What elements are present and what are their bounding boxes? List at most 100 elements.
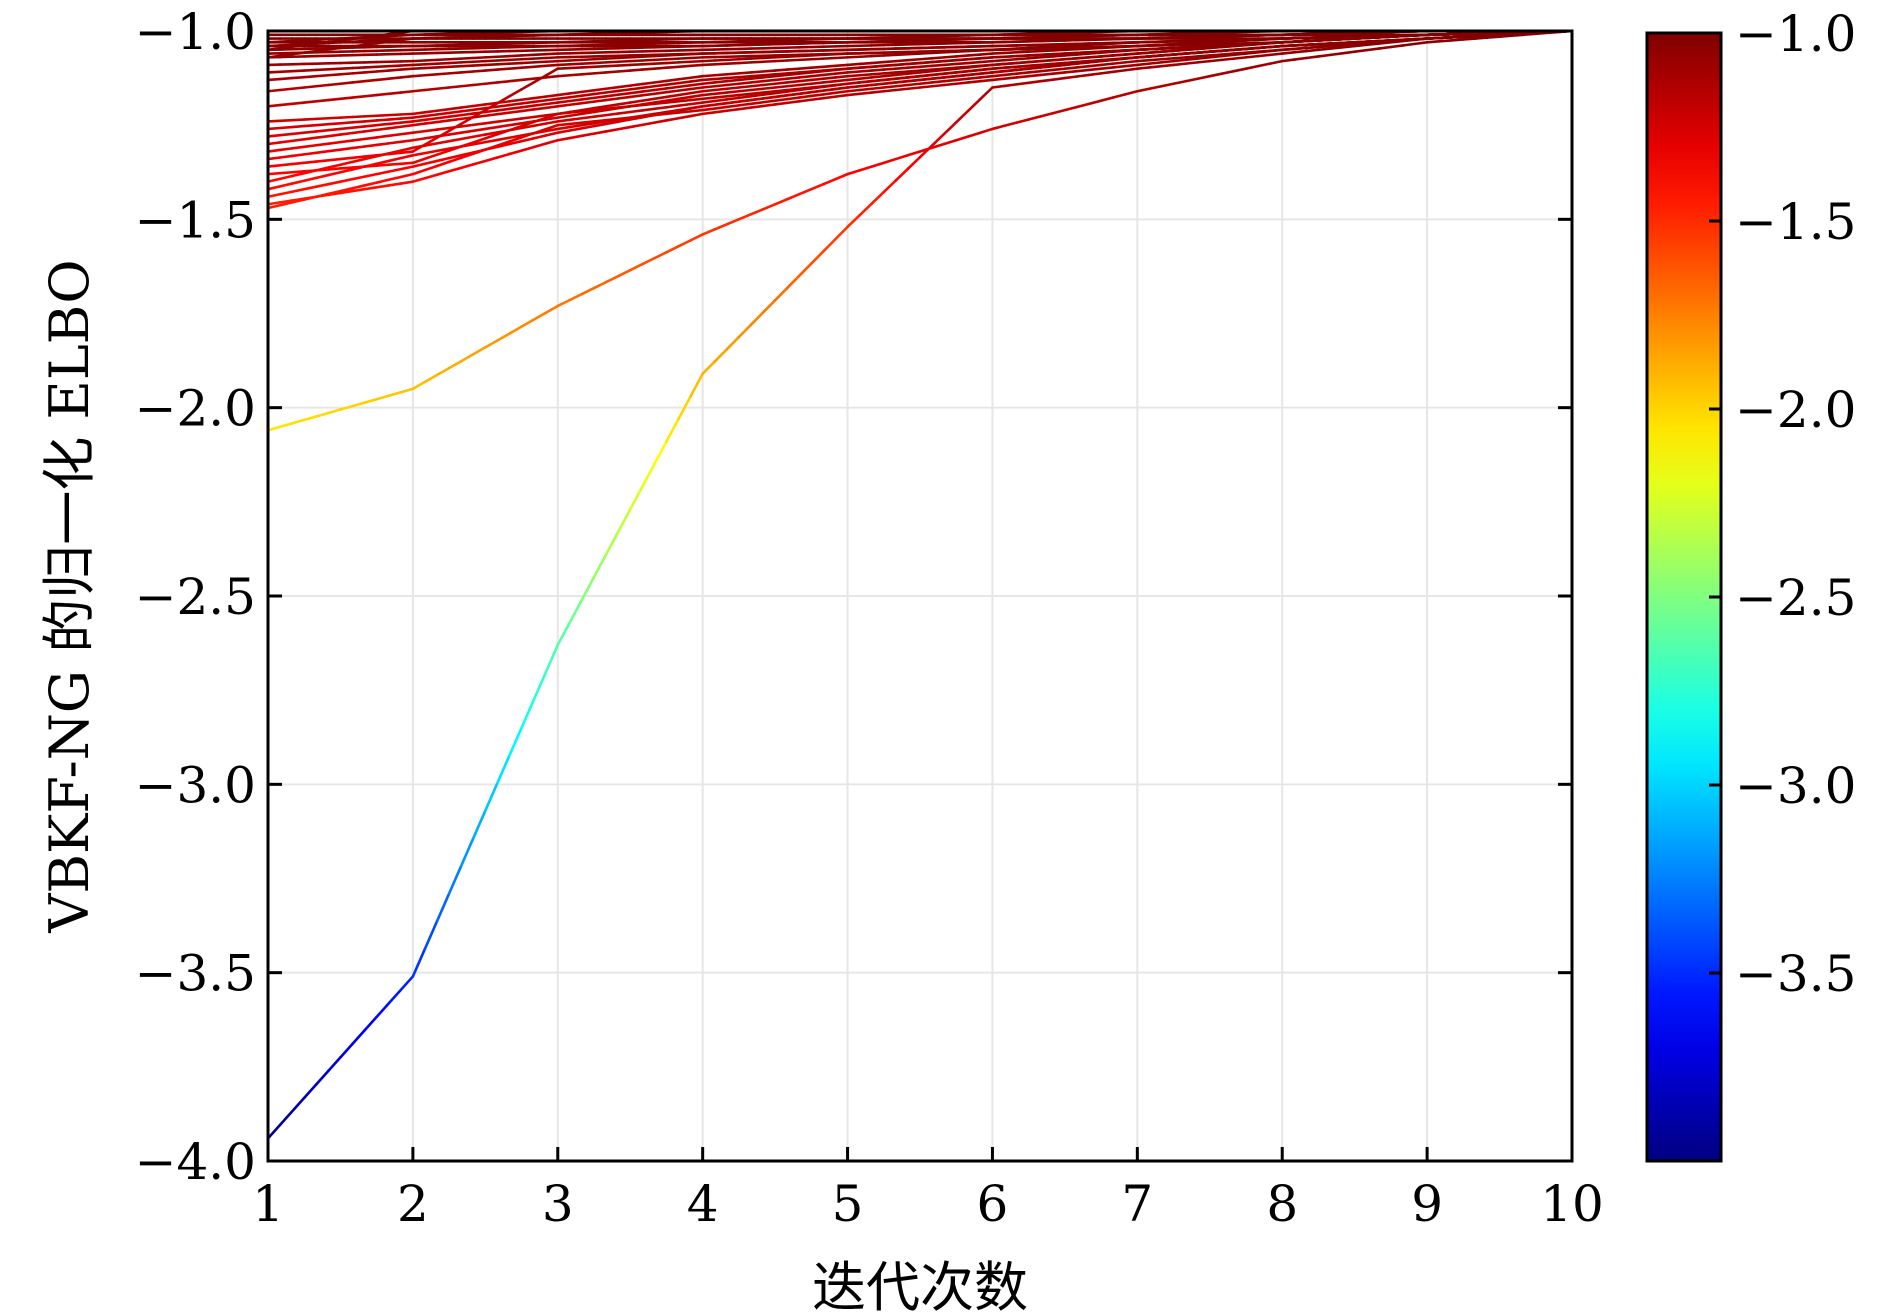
- series-segment: [351, 125, 366, 129]
- series-segment: [1027, 69, 1043, 74]
- series-segment: [1437, 35, 1453, 40]
- series-segment: [387, 175, 403, 182]
- series-segment: [399, 89, 415, 94]
- series-segment: [375, 64, 391, 69]
- series-segment: [834, 56, 849, 60]
- series-segment: [797, 90, 813, 96]
- series-segment: [640, 107, 656, 112]
- series-segment: [616, 508, 632, 534]
- series-segment: [906, 57, 922, 62]
- series-segment: [1148, 50, 1163, 54]
- series-segment: [689, 78, 704, 83]
- series-segment: [942, 55, 958, 59]
- series-segment: [918, 57, 934, 61]
- series-segment: [290, 118, 306, 122]
- series-segment: [810, 182, 825, 191]
- series-segment: [339, 166, 354, 170]
- colorbar-tick-label: −2.5: [1735, 569, 1856, 627]
- series-segment: [894, 70, 910, 74]
- series-segment: [351, 130, 366, 135]
- series-segment: [954, 54, 970, 58]
- series-segment: [520, 318, 535, 328]
- series-segment: [484, 55, 499, 59]
- series-segment: [1063, 62, 1079, 67]
- series-segment: [447, 61, 463, 65]
- series-segment: [773, 197, 789, 206]
- series-segment: [628, 59, 644, 63]
- series-segment: [447, 110, 463, 115]
- series-segment: [1341, 42, 1356, 47]
- series-segment: [1208, 49, 1224, 54]
- series-segment: [749, 76, 765, 81]
- series-segment: [327, 67, 342, 71]
- series-segment: [1208, 45, 1224, 50]
- series-segment: [689, 56, 704, 60]
- series-segment: [447, 137, 463, 143]
- series-segment: [640, 81, 656, 86]
- series-segment: [447, 125, 463, 130]
- series-segment: [822, 83, 837, 88]
- series-segment: [351, 1029, 366, 1046]
- series-segment: [966, 53, 982, 57]
- series-segment: [677, 80, 692, 85]
- series-segment: [423, 136, 439, 146]
- series-segment: [1160, 63, 1175, 68]
- series-segment: [785, 71, 801, 75]
- series-segment: [411, 62, 427, 67]
- series-segment: [1449, 35, 1465, 39]
- colorbar-gradient: [1645, 31, 1723, 1163]
- series-segment: [278, 87, 294, 92]
- series-segment: [1027, 73, 1043, 78]
- series-segment: [616, 91, 632, 97]
- series-segment: [653, 119, 668, 124]
- series-segment: [363, 119, 378, 123]
- series-segment: [1087, 99, 1103, 106]
- series-segment: [302, 169, 318, 173]
- series-segment: [1353, 36, 1369, 40]
- series-segment: [1256, 41, 1272, 45]
- series-segment: [1268, 40, 1284, 45]
- series-segment: [266, 70, 282, 74]
- series-segment: [1413, 40, 1429, 46]
- series-segment: [592, 91, 608, 96]
- series-segment: [556, 129, 572, 134]
- series-segment: [604, 112, 620, 117]
- series-segment: [761, 59, 777, 64]
- series-segment: [508, 102, 523, 107]
- series-segment: [387, 125, 403, 130]
- series-segment: [689, 112, 704, 118]
- series-segment: [1099, 96, 1115, 102]
- series-segment: [339, 168, 354, 174]
- series-segment: [1160, 53, 1175, 57]
- series-segment: [1148, 47, 1163, 51]
- series-segment: [435, 366, 451, 377]
- y-tick-label: −1.0: [135, 3, 256, 61]
- series-segment: [399, 146, 415, 152]
- series-segment: [1087, 55, 1103, 59]
- series-segment: [1051, 67, 1067, 72]
- series-segment: [725, 86, 741, 91]
- series-segment: [1075, 56, 1091, 60]
- series-segment: [314, 122, 330, 127]
- series-segment: [725, 104, 741, 109]
- series-segment: [508, 78, 523, 83]
- series-segment: [894, 66, 910, 70]
- series-segment: [749, 87, 765, 92]
- series-segment: [628, 123, 644, 129]
- series-segment: [375, 394, 391, 401]
- series-segment: [471, 110, 487, 115]
- series-segment: [604, 103, 620, 108]
- series-segment: [785, 72, 801, 77]
- series-segment: [785, 83, 801, 88]
- series-segment: [653, 250, 668, 260]
- series-segment: [399, 138, 415, 144]
- series-segment: [327, 180, 342, 186]
- series-segment: [556, 62, 572, 67]
- series-segment: [496, 152, 511, 159]
- series-segment: [556, 298, 572, 308]
- series-segment: [387, 167, 403, 173]
- series-segment: [339, 131, 354, 136]
- series-segment: [314, 142, 330, 147]
- series-segment: [1510, 33, 1526, 38]
- series-segment: [991, 124, 1006, 131]
